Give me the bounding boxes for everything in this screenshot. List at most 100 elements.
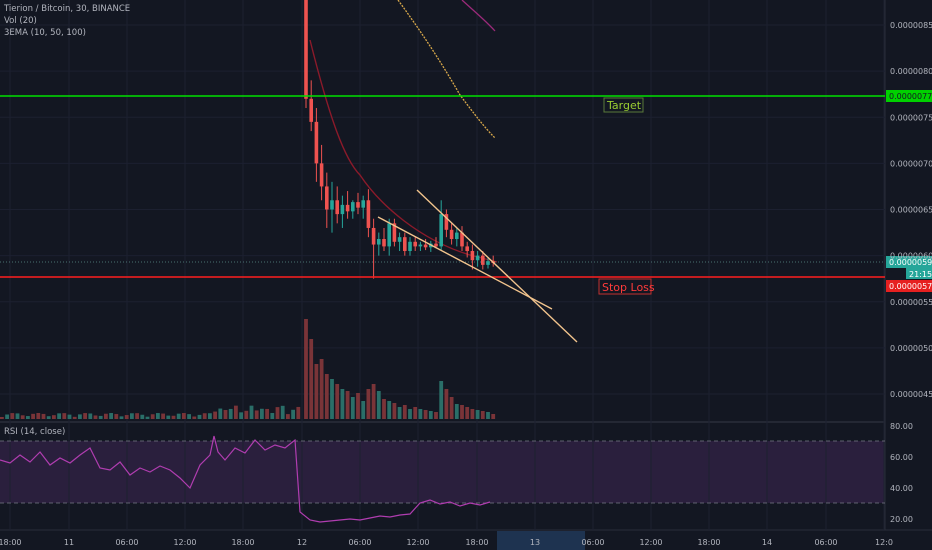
candle[interactable] — [481, 251, 485, 270]
volume-bar — [475, 410, 480, 419]
volume-bar — [324, 374, 329, 419]
candle[interactable] — [314, 108, 319, 182]
candle[interactable] — [449, 223, 454, 245]
candle[interactable] — [330, 181, 334, 233]
volume-bar — [192, 416, 197, 419]
candle-body — [335, 200, 339, 215]
volume-bar — [397, 407, 402, 419]
candle[interactable] — [439, 200, 443, 252]
candle[interactable] — [460, 226, 464, 252]
candle[interactable] — [382, 227, 386, 252]
volume-bar — [234, 405, 238, 419]
rsi-tick-label: 40.00 — [890, 484, 913, 493]
candle[interactable] — [366, 189, 371, 238]
volume-bar — [67, 414, 72, 419]
volume-bar — [145, 416, 150, 419]
candle[interactable] — [340, 195, 345, 228]
candle-body — [351, 202, 355, 212]
candle-body — [418, 244, 423, 247]
stop-loss-annotation[interactable]: Stop Loss — [598, 278, 655, 295]
price-pane[interactable] — [0, 0, 885, 421]
price-tick-label: 0.00000450 — [890, 390, 932, 399]
candle-body — [413, 241, 417, 247]
candle-body — [423, 244, 428, 248]
candle[interactable] — [408, 237, 412, 256]
rsi-line[interactable] — [0, 435, 491, 523]
candle[interactable] — [423, 239, 428, 251]
volume-bar — [26, 416, 30, 419]
candle[interactable] — [444, 209, 449, 238]
volume-bar — [109, 413, 113, 419]
time-tick-label: 12 — [297, 538, 307, 547]
candlesticks[interactable] — [304, 0, 495, 279]
candle[interactable] — [325, 172, 329, 228]
candle[interactable] — [397, 232, 402, 252]
volume-bar — [31, 413, 35, 419]
volume-bar — [5, 414, 9, 419]
ema-10-line[interactable] — [309, 39, 498, 263]
candle[interactable] — [371, 218, 376, 279]
volume-bar — [361, 401, 366, 419]
candle[interactable] — [304, 0, 308, 109]
volume-bar — [41, 413, 46, 419]
volume-bar — [460, 405, 464, 419]
candle[interactable] — [392, 218, 397, 247]
candle[interactable] — [351, 200, 355, 219]
candle[interactable] — [465, 241, 469, 258]
volume-bar — [187, 414, 191, 419]
volume-bar — [350, 397, 355, 419]
candle[interactable] — [455, 227, 459, 247]
target-annotation[interactable]: Target — [603, 97, 644, 113]
volume-bar — [83, 413, 87, 419]
candle[interactable] — [387, 218, 391, 256]
candle[interactable] — [356, 192, 360, 215]
wedge-upper-trendline[interactable] — [416, 189, 578, 343]
candle-body — [340, 204, 345, 215]
symbol-legend[interactable]: Tierion / Bitcoin, 30, BINANCE — [3, 4, 130, 14]
rsi-axis[interactable]: 80.00 60.00 40.00 20.00 — [890, 422, 913, 524]
volume-bar — [104, 413, 108, 419]
candle-body — [387, 223, 391, 247]
candle[interactable] — [486, 257, 490, 269]
candle[interactable] — [413, 237, 417, 252]
volume-bar — [213, 411, 217, 419]
volume-bar — [265, 408, 269, 419]
ema-100-line[interactable] — [461, 0, 496, 32]
candle[interactable] — [434, 237, 438, 249]
ema-legend[interactable]: 3EMA (10, 50, 100) — [4, 28, 86, 38]
candle[interactable] — [377, 232, 381, 256]
time-tick-label: 12:00 — [406, 538, 429, 547]
time-tick-label: 11 — [64, 538, 74, 547]
volume-bar — [57, 413, 61, 419]
stop-loss-annotation-label: Stop Loss — [602, 281, 655, 294]
candle[interactable] — [470, 244, 475, 270]
candle[interactable] — [361, 195, 365, 219]
rsi-tick-label: 80.00 — [890, 422, 913, 431]
volume-bar — [413, 407, 418, 419]
candle[interactable] — [418, 241, 423, 252]
rsi-legend[interactable]: RSI (14, close) — [4, 427, 65, 437]
volume-bar — [296, 406, 301, 419]
countdown-tag-text: 21:15 — [909, 270, 932, 279]
volume-legend[interactable]: Vol (20) — [4, 16, 37, 26]
volume-bar — [480, 411, 485, 419]
time-axis[interactable]: 18:00 11 06:00 12:00 18:00 12 06:00 12:00 18:00 1… — [0, 538, 893, 547]
volume-bar — [366, 389, 371, 419]
candle-body — [382, 239, 386, 247]
candle[interactable] — [309, 80, 313, 132]
candle[interactable] — [335, 186, 339, 224]
candle[interactable] — [403, 232, 407, 256]
candle[interactable] — [475, 251, 480, 267]
candle-body — [392, 223, 397, 242]
wedge-lower-trendline[interactable] — [377, 216, 553, 310]
volume-bar — [491, 414, 496, 419]
volume-bar — [449, 397, 454, 419]
time-tick-label: 18:00 — [697, 538, 720, 547]
time-tick-label: 06:00 — [581, 538, 604, 547]
candle[interactable] — [319, 144, 324, 201]
candle[interactable] — [345, 191, 350, 219]
